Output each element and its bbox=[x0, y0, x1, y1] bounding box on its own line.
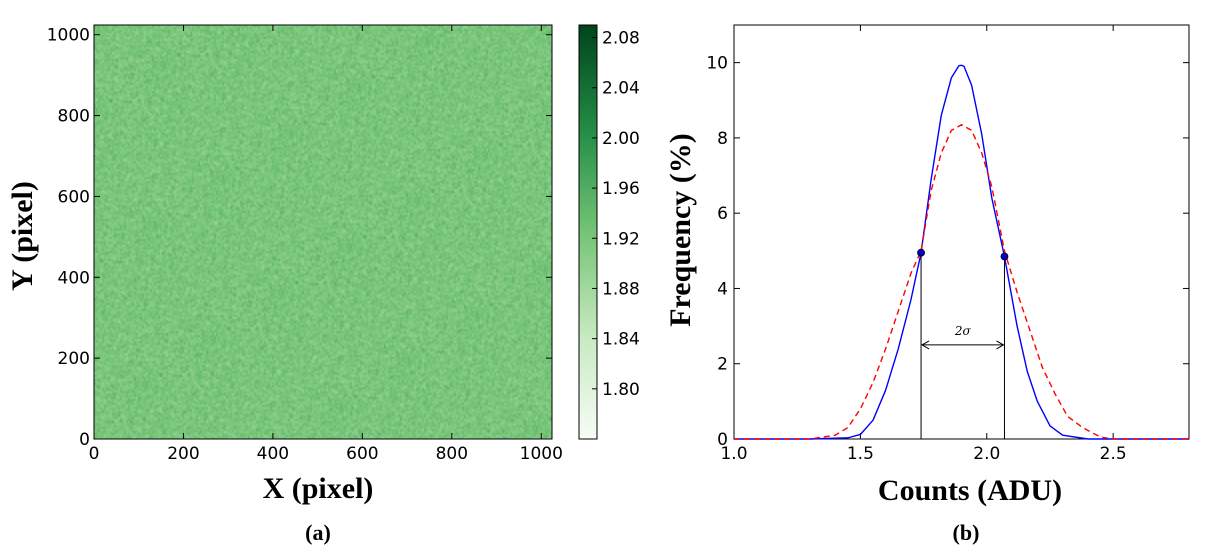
sigma-annotation: 2σ bbox=[917, 248, 1009, 439]
heatmap-image bbox=[94, 25, 552, 439]
x-tick-label: 2.5 bbox=[1100, 444, 1127, 464]
colorbar-tick-label: 2.00 bbox=[602, 129, 640, 149]
heatmap-y-label: Y (pixel) bbox=[6, 181, 39, 291]
line-y-label: Frequency (%) bbox=[664, 133, 697, 327]
dashed-red-curve bbox=[734, 124, 1189, 440]
heatmap-noise bbox=[94, 25, 552, 439]
colorbar-tick-label: 1.88 bbox=[602, 279, 640, 299]
y-tick-label: 8 bbox=[717, 129, 728, 149]
colorbar-tick-label: 1.80 bbox=[602, 380, 640, 400]
line-plot-frame bbox=[733, 24, 1190, 440]
solid-blue-curve bbox=[734, 64, 1189, 440]
colorbar-tick-label: 2.08 bbox=[602, 29, 640, 49]
y-tick-label: 10 bbox=[706, 54, 728, 74]
line-x-label: Counts (ADU) bbox=[878, 474, 1062, 507]
line-x-ticks: 1.0 1.5 2.0 2.5 bbox=[720, 25, 1127, 464]
x-tick-label: 600 bbox=[346, 444, 378, 464]
x-tick-label: 0 bbox=[89, 444, 100, 464]
heatmap-x-ticks: 0 200 400 600 800 1000 bbox=[89, 25, 563, 464]
y-tick-label: 600 bbox=[58, 187, 90, 207]
arrow-head-left bbox=[921, 340, 930, 350]
colorbar-ticks: 1.80 1.84 1.88 1.92 1.96 2.00 2.04 2.08 bbox=[592, 29, 640, 400]
line-series-group bbox=[734, 64, 1189, 440]
x-tick-label: 1.5 bbox=[847, 444, 874, 464]
panel-label-b: (b) bbox=[953, 520, 980, 545]
y-tick-label: 800 bbox=[58, 107, 90, 127]
y-tick-label: 200 bbox=[58, 349, 90, 369]
panel-label-a: (a) bbox=[305, 520, 331, 545]
colorbar-tick-label: 1.96 bbox=[602, 179, 640, 199]
y-tick-label: 400 bbox=[58, 268, 90, 288]
x-tick-label: 2.0 bbox=[973, 444, 1000, 464]
colorbar bbox=[578, 24, 598, 440]
sigma-label: 2σ bbox=[954, 324, 972, 338]
colorbar-tick-label: 2.04 bbox=[602, 79, 640, 99]
histogram-panel: 1.0 1.5 2.0 2.5 0 2 4 6 8 10 2σ Counts (ADU) Fre… bbox=[664, 24, 1190, 545]
y-tick-label: 2 bbox=[717, 355, 728, 375]
y-tick-label: 0 bbox=[79, 430, 90, 450]
y-tick-label: 1000 bbox=[47, 26, 90, 46]
y-tick-label: 0 bbox=[717, 430, 728, 450]
heatmap-y-ticks: 0 200 400 600 800 1000 bbox=[47, 26, 552, 450]
x-tick-label: 1000 bbox=[520, 444, 563, 464]
arrow-head-right bbox=[996, 340, 1005, 350]
colorbar-tick-label: 1.92 bbox=[602, 229, 640, 249]
line-y-ticks: 0 2 4 6 8 10 bbox=[706, 54, 1189, 450]
half-max-marker bbox=[917, 248, 925, 257]
x-tick-label: 200 bbox=[167, 444, 199, 464]
half-max-marker bbox=[1000, 252, 1009, 261]
y-tick-label: 4 bbox=[717, 279, 728, 299]
x-tick-label: 800 bbox=[436, 444, 468, 464]
x-tick-label: 400 bbox=[257, 444, 289, 464]
x-tick-label: 1.0 bbox=[720, 444, 747, 464]
heatmap-frame bbox=[93, 24, 553, 440]
colorbar-tick-label: 1.84 bbox=[602, 330, 640, 350]
heatmap-x-label: X (pixel) bbox=[263, 472, 374, 505]
y-tick-label: 6 bbox=[717, 204, 728, 224]
heatmap-panel: 0 200 400 600 800 1000 0 200 400 600 800 1000 X (p… bbox=[6, 24, 640, 545]
